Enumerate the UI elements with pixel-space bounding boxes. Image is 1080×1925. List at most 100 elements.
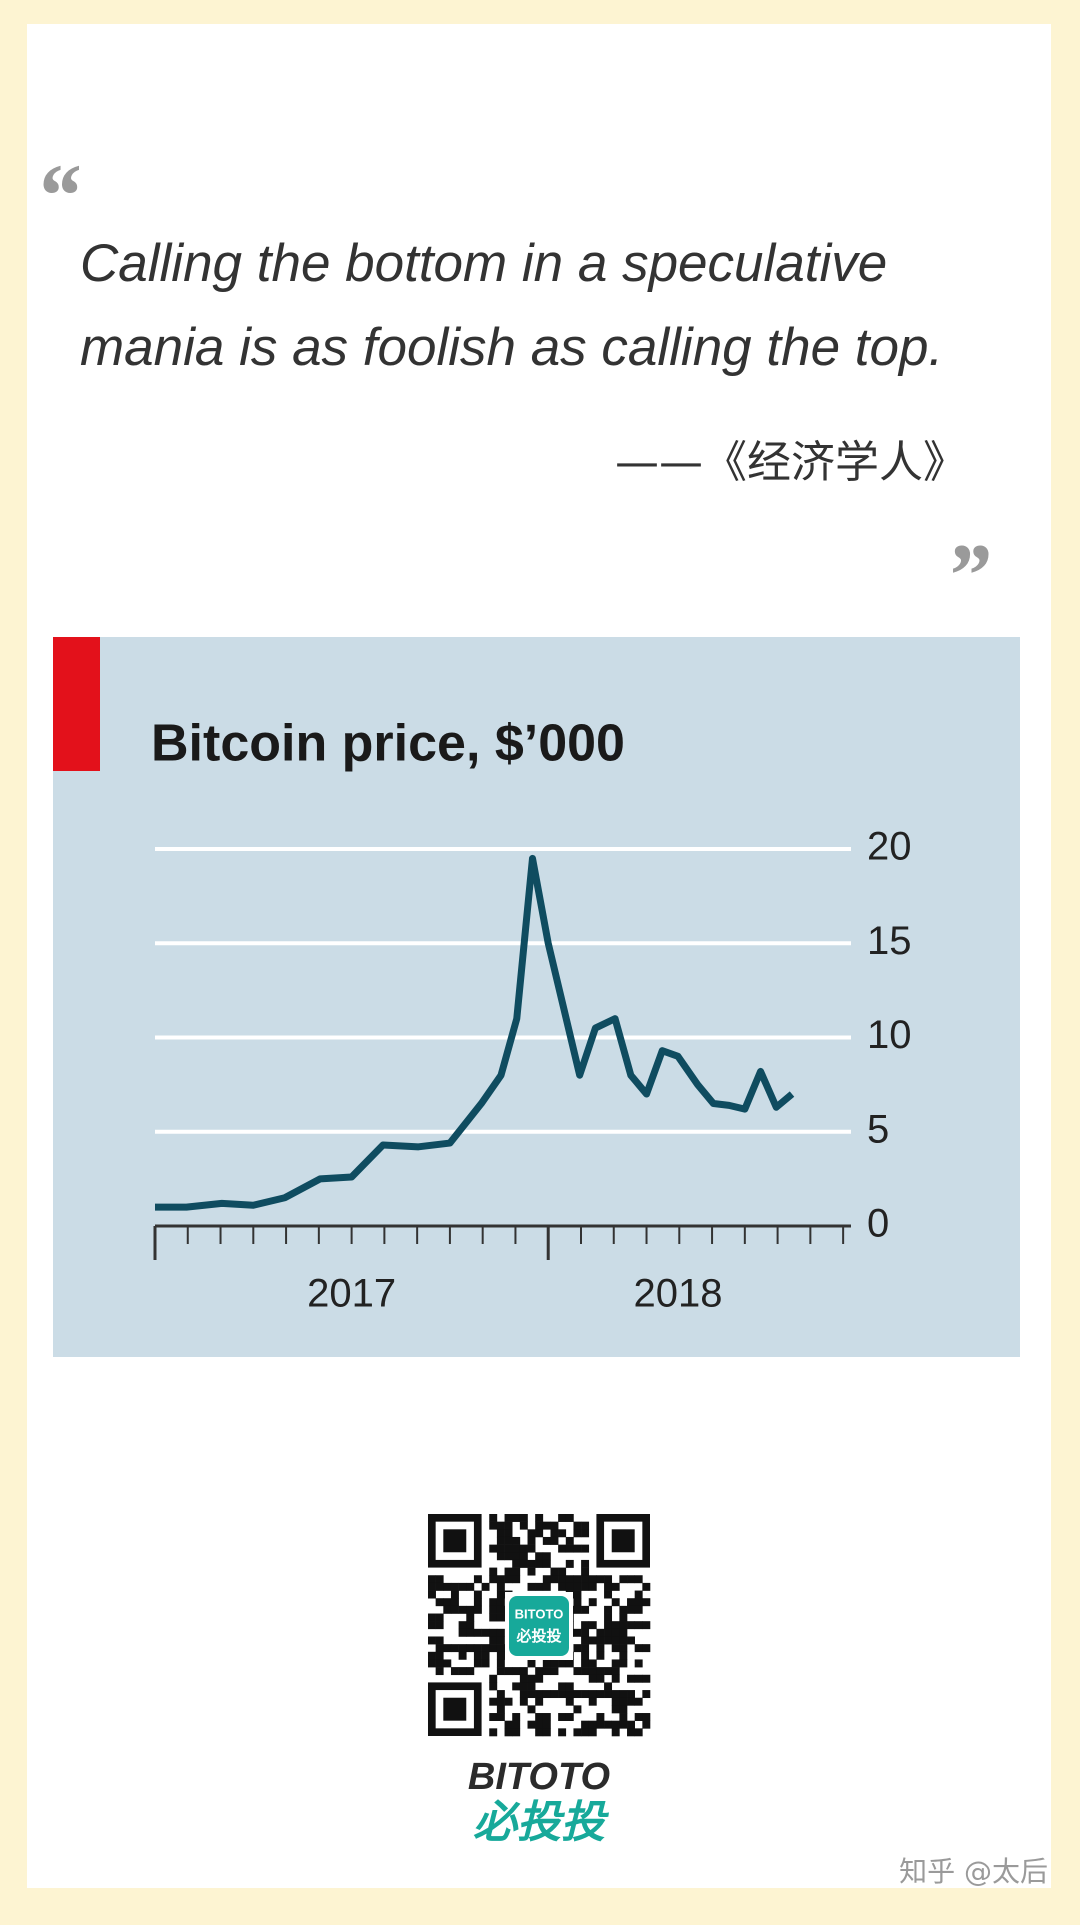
qr-module [428,1582,436,1591]
qr-module [558,1544,567,1553]
qr-module [435,1667,444,1676]
qr-module [542,1521,551,1530]
qr-module [535,1529,544,1538]
qr-module [550,1567,559,1576]
qr-module [542,1536,551,1545]
qr-module [512,1682,521,1691]
qr-module [634,1605,643,1614]
qr-module [443,1582,452,1591]
qr-module [519,1674,528,1683]
qr-module [565,1582,574,1591]
qr-module [542,1667,551,1676]
qr-module [473,1575,482,1584]
attribution: ——《经济学人》 [615,437,967,488]
qr-module [535,1582,544,1591]
qr-module [619,1605,628,1614]
qr-module [611,1628,620,1637]
qr-module [542,1575,551,1584]
qr-badge-text: BITOTO [515,1606,564,1621]
qr-module [535,1690,544,1699]
qr-module [496,1636,505,1645]
qr-finder-core [443,1697,467,1721]
qr-module [504,1544,513,1553]
qr-module [619,1659,628,1668]
qr-module [550,1536,559,1545]
qr-module [496,1598,505,1607]
qr-module [573,1598,582,1607]
qr-module [496,1536,505,1545]
qr-module [489,1728,498,1737]
qr-module [573,1544,582,1553]
open-quote-mark: “ [35,147,80,246]
qr-module [535,1521,544,1530]
qr-module [458,1651,467,1660]
qr-module [473,1590,482,1599]
qr-module [489,1613,498,1622]
qr-module [496,1605,505,1614]
brand-chinese: 必投投 [473,1797,610,1848]
qr-module [604,1582,613,1591]
y-tick-label: 5 [867,1107,889,1151]
qr-module [550,1690,559,1699]
qr-module [611,1659,620,1668]
qr-module [489,1514,498,1522]
qr-finder-core [443,1529,467,1553]
close-quote-mark: ” [945,527,990,626]
qr-module [496,1529,505,1538]
qr-module [604,1605,613,1614]
qr-module [443,1605,452,1614]
qr-module [435,1575,444,1584]
qr-module [435,1621,444,1630]
qr-module [581,1659,590,1668]
qr-module [611,1705,620,1714]
qr-module [458,1667,467,1676]
qr-module [535,1713,544,1721]
qr-module [565,1713,574,1721]
qr-module [596,1720,605,1729]
qr-module [496,1659,505,1668]
qr-module [527,1674,536,1683]
qr-module [443,1644,452,1653]
qr-module [481,1628,490,1637]
qr-module [588,1667,597,1676]
y-tick-label: 20 [867,825,912,869]
qr-module [619,1651,628,1660]
qr-module [588,1659,597,1668]
qr-module [519,1514,528,1522]
qr-module [473,1644,482,1653]
qr-module [627,1605,635,1614]
qr-module [596,1636,605,1645]
qr-module [619,1613,628,1622]
qr-module [581,1529,590,1538]
qr-module [519,1559,528,1568]
qr-module [496,1713,505,1721]
qr-module [588,1674,597,1683]
qr-module [504,1667,513,1676]
qr-module [519,1682,528,1691]
qr-module [604,1575,613,1584]
qr-module [619,1720,628,1729]
qr-module [489,1598,498,1607]
qr-module [581,1575,590,1584]
qr-module [466,1644,475,1653]
chart-title: Bitcoin price, $’000 [151,715,625,773]
qr-module [473,1651,482,1660]
qr-module [588,1697,597,1706]
qr-module [565,1690,574,1699]
qr-module [542,1690,551,1699]
qr-module [619,1644,628,1653]
qr-module [450,1590,459,1599]
qr-module [581,1667,590,1676]
qr-module [512,1567,521,1576]
qr-module [489,1682,498,1691]
qr-module [604,1682,613,1691]
qr-module [611,1674,620,1683]
qr-module [604,1636,613,1645]
qr-module [496,1613,505,1622]
qr-module [435,1659,444,1668]
qr-module [558,1529,567,1538]
qr-module [527,1690,536,1699]
qr-module [611,1621,620,1630]
x-tick-label: 2017 [307,1272,396,1316]
qr-module [504,1521,513,1530]
